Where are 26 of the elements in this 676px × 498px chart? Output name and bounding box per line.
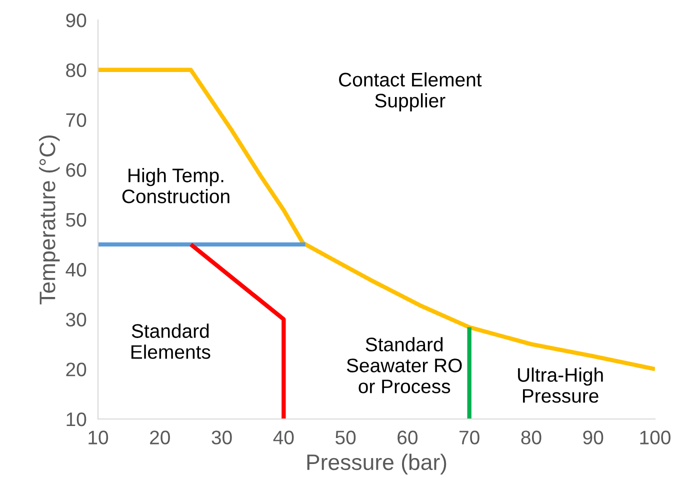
annotation: Contact Element Supplier [339, 72, 482, 112]
y-tick-label: 10 [66, 412, 86, 426]
x-tick-label: 20 [150, 430, 170, 444]
x-tick-label: 50 [336, 430, 356, 444]
y-tick-label: 80 [66, 63, 86, 78]
x-tick-label: 60 [398, 430, 418, 444]
y-tick-label: 60 [66, 163, 86, 177]
x-tick-label: 70 [460, 430, 480, 444]
annotation: Standard Elements [131, 324, 210, 359]
x-tick-label: 10 [88, 430, 108, 444]
y-tick-label: 40 [66, 262, 86, 277]
annotation: Ultra-High Pressure [518, 368, 603, 403]
x-axis-title: Pressure (bar) [307, 454, 446, 474]
annotation: High Temp. Construction [122, 168, 230, 204]
x-tick-label: 40 [273, 430, 294, 444]
y-tick-label: 90 [66, 13, 86, 28]
x-tick-label: 80 [521, 430, 542, 444]
x-tick-label: 90 [583, 430, 604, 444]
x-tick-label: 30 [212, 430, 232, 444]
y-tick-label: 50 [66, 212, 86, 227]
annotation: Standard Seawater RO or Process [346, 337, 462, 394]
y-axis-title: Temperature (°C) [38, 136, 60, 304]
x-tick-label: 100 [640, 430, 670, 444]
y-tick-label: 70 [66, 113, 86, 127]
y-tick-label: 20 [66, 362, 86, 376]
y-tick-label: 30 [66, 312, 86, 326]
